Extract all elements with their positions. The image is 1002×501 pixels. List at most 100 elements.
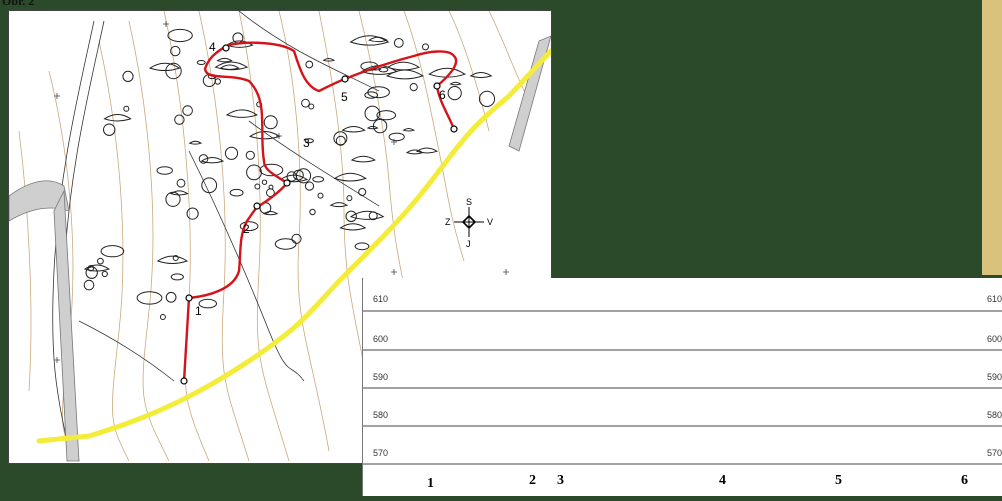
doline-symbol	[317, 192, 324, 199]
depression-symbol	[167, 28, 193, 43]
doline-symbol	[122, 70, 134, 83]
map-canvas: 1 2 3 4 5 6 S J Z V	[8, 10, 554, 462]
sinkhole-symbol	[449, 81, 462, 86]
profile-station-4: 4	[719, 473, 726, 488]
sinkhole-symbol	[385, 69, 424, 80]
doline-symbol	[291, 233, 302, 244]
elevation-right-590: 590	[987, 372, 1002, 382]
sinkhole-symbol	[188, 140, 203, 145]
main-road	[36, 48, 554, 444]
compass-rose: S J Z V	[445, 197, 493, 249]
elevation-left-580: 580	[373, 410, 388, 420]
profile-lines	[363, 310, 1002, 465]
sinkhole-symbol	[349, 35, 390, 46]
profile-station-3: 3	[557, 473, 564, 488]
depression-symbol	[239, 221, 259, 232]
depression-symbol	[274, 238, 297, 250]
doline-symbol	[393, 38, 404, 48]
doline-symbol	[478, 90, 496, 108]
doline-symbol	[214, 78, 222, 85]
footpaths	[52, 10, 380, 462]
elevation-left-610: 610	[373, 294, 388, 304]
sinkhole-symbol	[333, 172, 367, 182]
station-1-marker	[185, 294, 193, 302]
sinkhole-symbol	[402, 127, 416, 132]
compass-west: Z	[445, 217, 451, 227]
compass-east: V	[487, 217, 493, 227]
sinkhole-symbol	[469, 71, 493, 79]
doline-symbol	[364, 105, 381, 122]
depression-symbol	[312, 176, 325, 183]
sinkhole-symbol	[214, 61, 249, 71]
sinkhole-symbol	[368, 36, 389, 43]
elevation-left-590: 590	[373, 372, 388, 382]
doline-symbol	[304, 181, 315, 191]
route-path	[182, 41, 458, 382]
route-end-marker	[450, 125, 458, 133]
compass-north: S	[466, 197, 472, 207]
elevation-left-600: 600	[373, 334, 388, 344]
sinkhole-symbol	[225, 109, 259, 118]
sinkhole-symbol	[216, 57, 233, 63]
compass-south: J	[466, 239, 471, 249]
elevation-left-570: 570	[373, 448, 388, 458]
sinkhole-symbol	[83, 264, 111, 272]
doline-symbol	[295, 168, 312, 184]
sinkhole-symbol	[339, 223, 367, 231]
doline-symbol	[254, 183, 261, 190]
doline-symbol	[198, 154, 209, 164]
route-start-marker	[180, 377, 188, 385]
sinkhole-symbol	[386, 61, 421, 71]
depression-symbol	[364, 91, 379, 99]
doline-symbol	[372, 118, 388, 134]
side-strip	[982, 0, 1002, 275]
doline-symbol	[174, 114, 185, 125]
sinkhole-symbol	[169, 190, 189, 196]
depression-symbol	[367, 86, 390, 99]
sinkhole-symbol	[428, 67, 467, 78]
doline-symbol	[170, 45, 181, 57]
doline-symbol	[333, 131, 348, 146]
depression-symbol	[156, 166, 173, 175]
doline-symbol	[123, 105, 130, 112]
sinkhole-symbol	[415, 147, 439, 154]
figure-label: Obr. 2	[2, 0, 35, 8]
doline-symbol	[97, 257, 104, 265]
sinkhole-symbol	[200, 157, 225, 164]
depression-symbol	[196, 60, 206, 65]
depression-symbol	[170, 273, 184, 281]
depression-symbol	[378, 67, 389, 73]
doline-symbol	[246, 164, 262, 181]
doline-symbol	[176, 178, 186, 188]
doline-symbol	[335, 135, 346, 146]
sinkhole-symbol	[350, 155, 376, 163]
sinkhole-symbol	[262, 210, 279, 216]
elevation-right-570: 570	[987, 448, 1002, 458]
doline-symbol	[266, 188, 275, 198]
doline-symbol	[245, 150, 255, 160]
profile-station-1: 1	[427, 476, 434, 491]
doline-symbol	[293, 169, 304, 181]
sinkhole-symbol	[329, 202, 349, 208]
doline-symbol	[159, 314, 166, 320]
doline-symbol	[422, 43, 429, 51]
karst-map: 1 2 3 4 5 6 S J Z V	[8, 10, 554, 464]
profile-station-5: 5	[835, 473, 842, 488]
doline-symbol	[85, 266, 98, 279]
profile-grid: 610 600 590 580 570 610 600 590 580 570	[363, 294, 1002, 465]
doline-symbol	[409, 83, 418, 92]
doline-symbol	[309, 208, 316, 216]
depression-symbol	[354, 242, 370, 251]
sinkhole-symbol	[322, 58, 336, 62]
road-band-right	[508, 35, 552, 152]
depression-symbol	[259, 163, 284, 177]
sinkhole-symbol	[225, 40, 254, 48]
doline-symbol	[103, 123, 116, 136]
doline-symbol	[301, 98, 310, 108]
doline-symbol	[358, 188, 367, 196]
road-band-vertical	[53, 189, 80, 462]
station-markers	[180, 44, 458, 385]
station-5-label: 5	[341, 90, 348, 104]
station-6-marker	[433, 82, 441, 90]
